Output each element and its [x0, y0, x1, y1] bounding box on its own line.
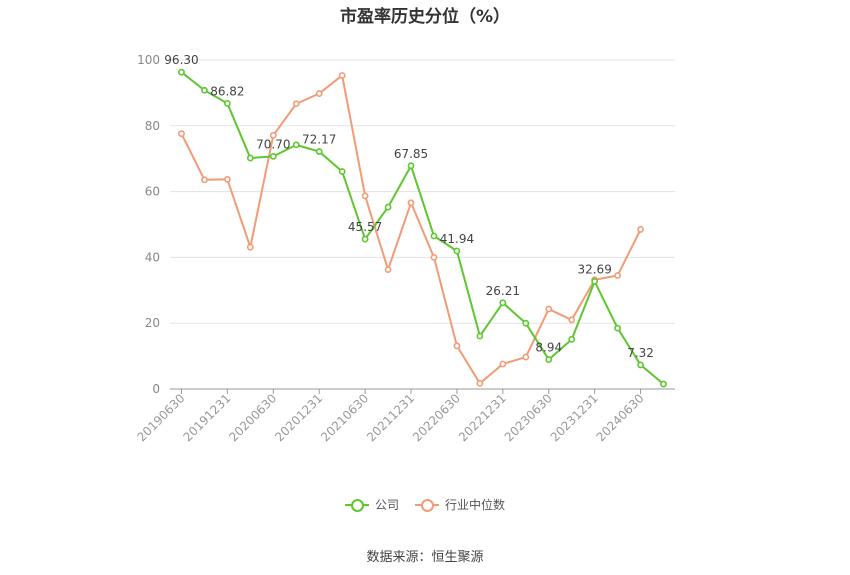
data-label-company-20190630: 96.30 — [164, 53, 198, 67]
x-tick-label-20200630: 20200630 — [226, 391, 279, 444]
x-tick-label-20191231: 20191231 — [180, 391, 233, 444]
y-tick-label-0: 0 — [152, 382, 160, 396]
y-tick-label-40: 40 — [145, 250, 160, 264]
series-line-company — [180, 71, 665, 385]
data-label-company-20200630: 70.70 — [256, 137, 290, 151]
y-tick-label-60: 60 — [145, 185, 160, 199]
data-label-company-20191231: 86.82 — [210, 84, 244, 98]
data-label-company-20210630: 45.57 — [348, 220, 382, 234]
data-point-industry-20191231 — [223, 176, 231, 183]
data-point-company-20240331 — [614, 324, 622, 332]
data-point-company-20240630 — [637, 361, 644, 369]
data-point-company-20231231 — [591, 278, 599, 285]
data-label-company-20201231: 72.17 — [302, 133, 336, 147]
legend-company-marker — [344, 498, 369, 512]
data-point-industry-20201231 — [315, 90, 323, 97]
data-point-company-20220930 — [476, 332, 484, 340]
chart-title: 市盈率历史分位（%） — [339, 7, 511, 27]
chart-legend: 公司 行业中位数 — [0, 496, 850, 513]
legend-industry-label: 行业中位数 — [445, 498, 506, 512]
data-point-industry-20230930 — [568, 316, 576, 324]
x-tick-label-20211231: 20211231 — [364, 391, 417, 444]
legend-item-industry-median[interactable]: 行业中位数 — [415, 496, 505, 513]
data-label-company-20240630: 7.32 — [627, 346, 654, 360]
data-label-company-20231231: 32.69 — [577, 262, 611, 276]
data-point-industry-20230630 — [545, 305, 553, 313]
data-point-company-20220331 — [430, 232, 438, 240]
data-point-industry-20220331 — [430, 253, 438, 261]
data-label-company-20230630: 8.94 — [535, 341, 562, 355]
data-point-company-20221231 — [499, 299, 507, 307]
data-point-company-20190930 — [201, 86, 208, 94]
data-point-industry-20190930 — [201, 176, 208, 184]
data-point-industry-20210930 — [384, 266, 392, 273]
data-point-industry-20210331 — [338, 72, 346, 79]
data-point-industry-20200630 — [269, 131, 277, 139]
data-point-industry-20220630 — [453, 342, 461, 350]
data-label-company-20220630: 41.94 — [440, 232, 474, 246]
data-point-industry-20240331 — [614, 272, 622, 279]
data-point-company-20200331 — [246, 154, 254, 162]
x-tick-label-20230630: 20230630 — [502, 391, 555, 444]
data-point-company-20230930 — [568, 335, 576, 343]
data-point-company-20210930 — [384, 203, 392, 211]
x-tick-label-20231231: 20231231 — [548, 391, 601, 444]
y-tick-label-80: 80 — [145, 119, 160, 133]
x-tick-label-20240630: 20240630 — [594, 391, 647, 444]
data-point-industry-20210630 — [361, 192, 369, 200]
legend-company-label: 公司 — [374, 498, 399, 512]
data-point-company-20230331 — [522, 319, 530, 327]
y-tick-label-100: 100 — [137, 53, 160, 67]
data-point-company-20230630 — [545, 356, 553, 363]
data-point-industry-20220930 — [476, 380, 484, 387]
data-point-company-20201231 — [315, 148, 323, 155]
data-point-company-20191231 — [223, 99, 231, 107]
data-point-company-20210630 — [361, 235, 369, 243]
data-point-company-20200930 — [292, 141, 300, 149]
data-point-industry-20221231 — [499, 360, 507, 368]
data-point-industry-20200331 — [246, 243, 254, 251]
data-point-company-20210331 — [338, 168, 346, 175]
data-point-industry-20240630 — [637, 226, 644, 233]
data-point-industry-20211231 — [407, 199, 415, 207]
x-tick-label-20221231: 20221231 — [456, 391, 509, 444]
data-point-industry-20230331 — [522, 353, 530, 361]
data-point-company-20200630 — [269, 152, 277, 160]
y-tick-label-20: 20 — [145, 316, 160, 330]
data-label-company-20211231: 67.85 — [394, 147, 428, 161]
legend-item-company[interactable]: 公司 — [344, 496, 399, 513]
data-source-note: 数据来源：恒生聚源 — [366, 550, 484, 565]
x-tick-label-20220630: 20220630 — [410, 391, 463, 444]
data-point-company-20220630 — [453, 247, 461, 255]
x-tick-label-20210630: 20210630 — [318, 391, 371, 444]
data-point-industry-20190630 — [178, 130, 185, 138]
data-label-company-20221231: 26.21 — [486, 284, 520, 298]
data-point-company-20240930 — [660, 380, 667, 388]
data-point-industry-20200930 — [292, 100, 300, 108]
x-tick-label-20201231: 20201231 — [272, 391, 325, 444]
data-point-company-20190630 — [178, 68, 185, 76]
legend-industry-marker — [415, 498, 439, 512]
x-tick-label-20190630: 20190630 — [135, 391, 188, 444]
data-point-company-20211231 — [407, 162, 415, 170]
